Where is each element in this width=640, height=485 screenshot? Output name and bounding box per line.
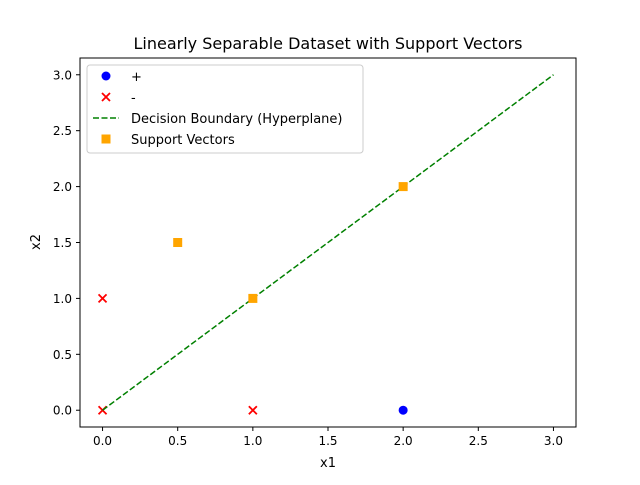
x-tick-label: 1.0	[243, 434, 262, 448]
x-tick-label: 0.0	[93, 434, 112, 448]
x-axis-label: x1	[320, 456, 336, 471]
data-point-series-3-2	[398, 182, 408, 192]
decision-boundary-line	[102, 74, 554, 411]
y-tick-label: 2.0	[53, 180, 72, 194]
plot-area	[97, 74, 554, 415]
legend-key-circle	[101, 71, 111, 81]
legend-key-x	[101, 92, 111, 102]
series-2	[102, 74, 554, 411]
y-tick-label: 1.0	[53, 292, 72, 306]
legend-label: Support Vectors	[131, 133, 235, 148]
y-tick-label: 0.0	[53, 404, 72, 418]
y-tick-label: 1.5	[53, 236, 72, 250]
legend-label: -	[131, 91, 136, 106]
y-tick-label: 3.0	[53, 68, 72, 82]
x-tick-label: 2.5	[469, 434, 488, 448]
legend-label: Decision Boundary (Hyperplane)	[131, 112, 343, 127]
data-point-series-1-2	[248, 405, 258, 415]
legend-key-square	[101, 134, 111, 144]
y-tick-label: 0.5	[53, 348, 72, 362]
data-point-series-3-1	[248, 293, 258, 303]
data-point-series-0-0	[398, 405, 408, 415]
x-tick-label: 3.0	[544, 434, 563, 448]
x-tick-label: 1.5	[318, 434, 337, 448]
series-0	[398, 405, 408, 415]
y-axis-ticks: 0.0 0.5 1.0 1.5 2.0 2.5 3.0	[53, 68, 80, 418]
data-point-series-3-0	[173, 238, 183, 247]
chart-title: Linearly Separable Dataset with Support …	[133, 34, 522, 53]
legend-box	[86, 64, 364, 154]
legend: + - Decision Boundary (Hyperplane) Support …	[86, 64, 364, 154]
data-point-series-1-1	[97, 293, 108, 304]
y-tick-label: 2.5	[53, 124, 72, 138]
x-tick-label: 0.5	[168, 434, 187, 448]
x-tick-label: 2.0	[394, 434, 413, 448]
series-3	[173, 182, 408, 303]
y-axis-label: x2	[29, 234, 44, 250]
legend-label: +	[131, 70, 142, 85]
x-axis-ticks: 0.0 0.5 1.0 1.5 2.0 2.5 3.0	[93, 427, 563, 448]
